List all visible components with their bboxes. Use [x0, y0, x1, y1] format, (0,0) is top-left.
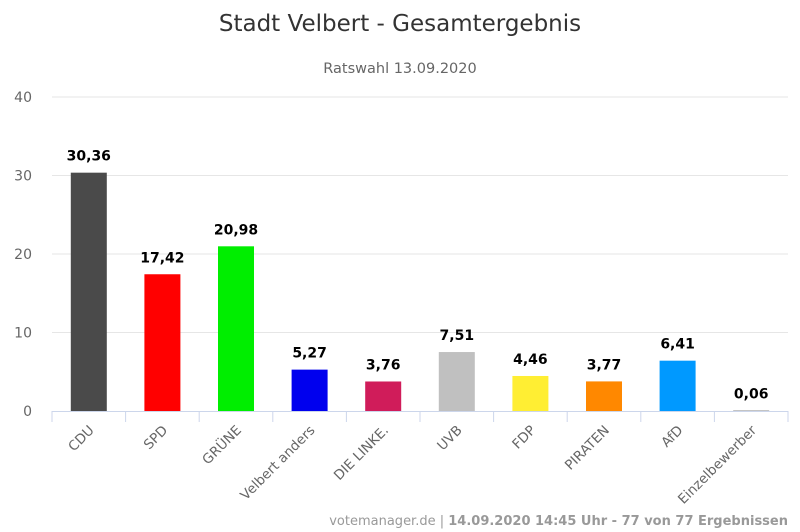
- y-tick-label: 20: [14, 247, 32, 263]
- bar[interactable]: [70, 172, 107, 411]
- bar[interactable]: [586, 381, 622, 411]
- x-tick-label: Velbert anders: [237, 423, 318, 504]
- bar[interactable]: [438, 352, 475, 411]
- bar[interactable]: [365, 381, 402, 411]
- data-labels: 30,36 17,42 20,98 5,27 3,76 7,51 4,46 3,77 6,41 0…: [67, 149, 769, 403]
- data-label: 3,77: [587, 357, 622, 373]
- data-label: 5,27: [292, 346, 327, 362]
- bar[interactable]: [144, 274, 181, 411]
- bar[interactable]: [218, 246, 254, 411]
- bar[interactable]: [659, 360, 696, 411]
- x-tick-label: CDU: [65, 423, 97, 455]
- x-tick-label: GRÜNE: [198, 421, 245, 468]
- x-tick-label: DIE LINKE.: [331, 423, 392, 484]
- y-axis: 0 10 20 30 40: [14, 90, 32, 420]
- data-label: 3,76: [366, 357, 401, 373]
- bar[interactable]: [291, 369, 328, 411]
- bar-series: [70, 172, 770, 412]
- data-label: 17,42: [140, 250, 184, 266]
- bar[interactable]: [733, 410, 770, 412]
- x-tick-label: Einzelbewerber: [675, 422, 760, 507]
- y-tick-label: 40: [14, 90, 32, 106]
- y-tick-label: 0: [23, 404, 32, 420]
- x-tick-label: AfD: [658, 423, 686, 451]
- chart-subtitle: Ratswahl 13.09.2020: [323, 61, 476, 77]
- x-tick-label: PIRATEN: [562, 423, 613, 474]
- bar[interactable]: [512, 375, 549, 411]
- y-tick-label: 30: [14, 169, 32, 185]
- chart-title: Stadt Velbert - Gesamtergebnis: [219, 11, 581, 37]
- data-label: 30,36: [67, 149, 111, 165]
- credits-status: 14.09.2020 14:45 Uhr - 77 von 77 Ergebni…: [448, 514, 788, 529]
- x-tick-label: UVB: [434, 423, 465, 454]
- data-label: 0,06: [734, 387, 769, 403]
- data-label: 4,46: [513, 352, 548, 368]
- data-label: 7,51: [440, 328, 475, 344]
- x-tick-label: FDP: [509, 423, 539, 453]
- data-label: 20,98: [214, 222, 258, 238]
- y-tick-label: 10: [14, 326, 32, 342]
- credits[interactable]: votemanager.de | 14.09.2020 14:45 Uhr - …: [329, 514, 788, 529]
- credits-source[interactable]: votemanager.de |: [329, 514, 448, 529]
- x-tick-label: SPD: [141, 423, 171, 453]
- gridlines: [52, 96, 788, 333]
- data-label: 6,41: [660, 337, 695, 353]
